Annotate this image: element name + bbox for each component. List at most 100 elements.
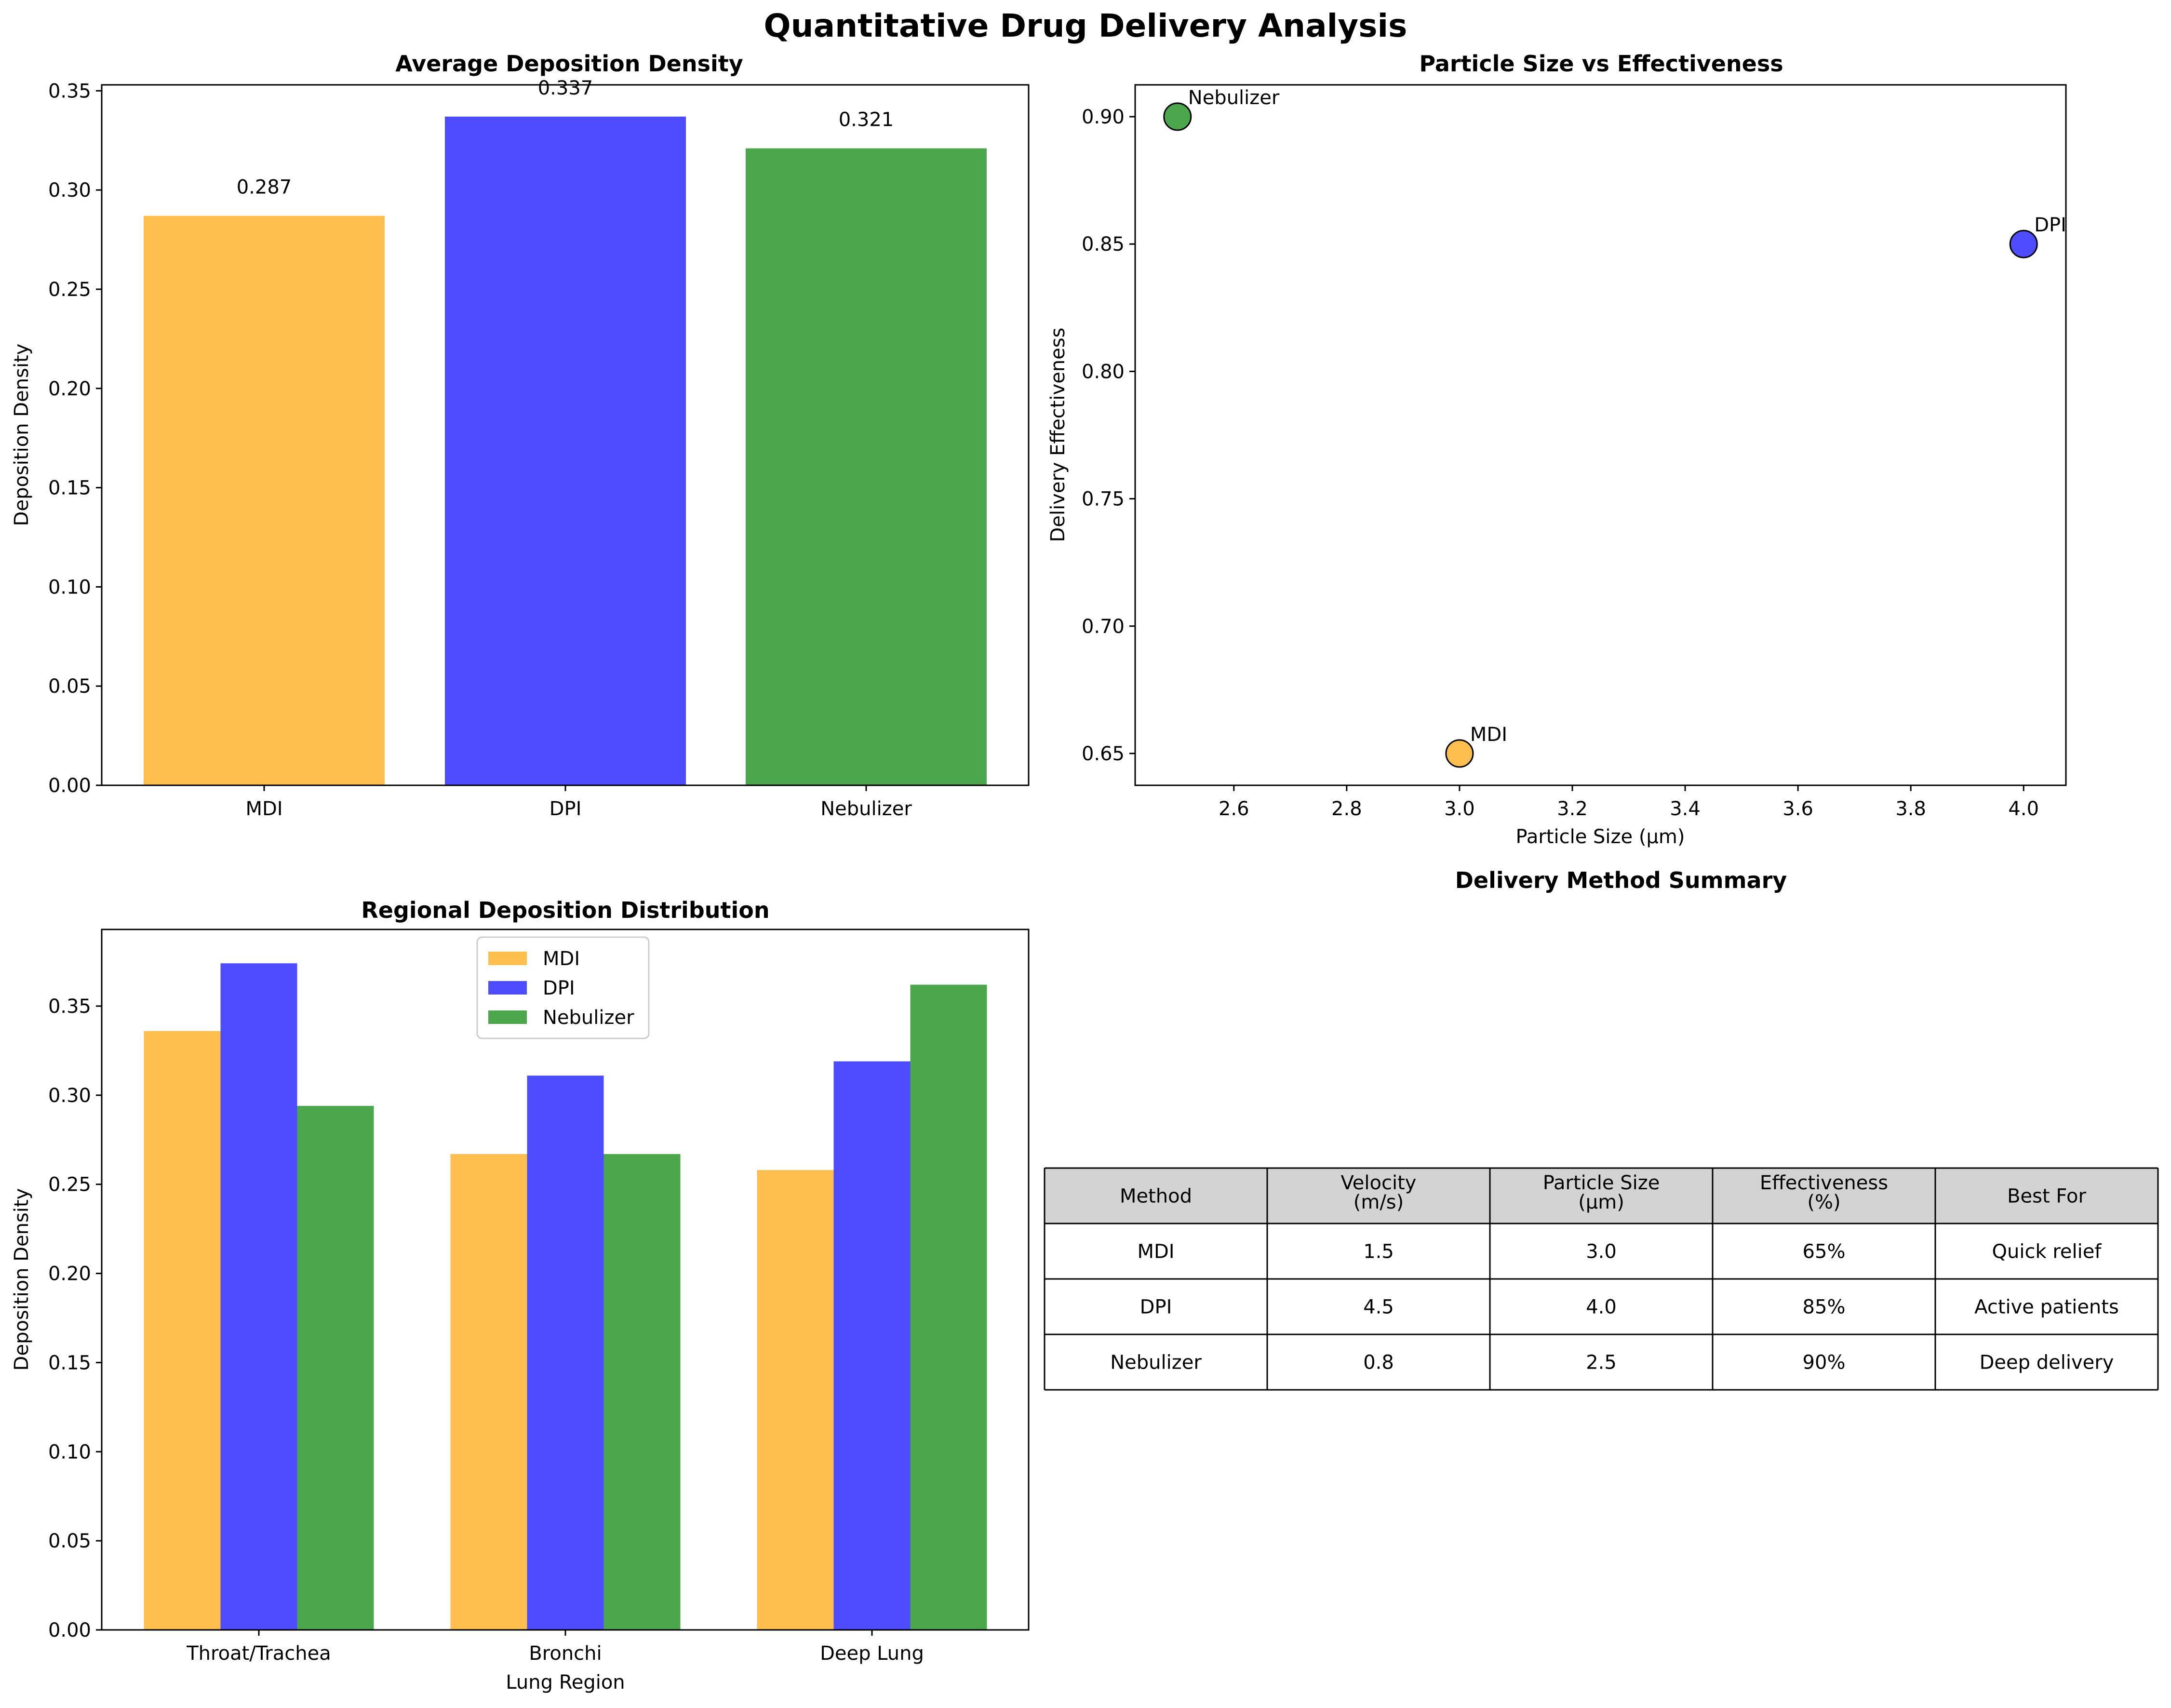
y-tick-label: 0.85 [1082, 233, 1125, 256]
legend-label-mdi: MDI [543, 948, 580, 970]
table-cell: 90% [1803, 1352, 1846, 1374]
data-label-dpi: 0.337 [538, 77, 593, 99]
table-cell: 65% [1803, 1241, 1846, 1263]
table-cell: 0.8 [1363, 1352, 1394, 1374]
table-summary: Delivery Method Summary Method Velocity(m… [1044, 867, 2159, 1391]
regional-legend: MDI DPI Nebulizer [476, 936, 650, 1039]
table-cell: Quick relief [1992, 1241, 2102, 1263]
table-cell: 4.0 [1586, 1296, 1617, 1318]
x-tick-label: 2.6 [1219, 798, 1249, 820]
column-header: (µm) [1578, 1191, 1624, 1213]
legend-swatch-dpi [488, 981, 527, 995]
y-tick-label: 0.30 [48, 179, 91, 202]
summary-table: Method Velocity(m/s) Particle Size(µm) Effe… [1044, 1167, 2159, 1391]
column-header: Best For [2007, 1185, 2086, 1208]
x-tick-label: Bronchi [529, 1642, 602, 1665]
table-cell: 85% [1803, 1296, 1846, 1318]
table-cell: 2.5 [1586, 1352, 1617, 1374]
data-label-mdi: 0.287 [237, 176, 292, 199]
chart-regional-deposition: Regional Deposition Distribution 0.00 0.0… [11, 897, 1030, 1694]
data-label-nebulizer: 0.321 [839, 109, 894, 131]
regional-x-label: Lung Region [506, 1671, 625, 1694]
column-header: (m/s) [1354, 1191, 1404, 1213]
y-tick-label: 0.80 [1082, 361, 1125, 383]
summary-title: Delivery Method Summary [1455, 867, 1787, 893]
table-cell: MDI [1137, 1241, 1174, 1263]
point-label-nebulizer: Nebulizer [1188, 87, 1280, 109]
scatter-annotations: MDI DPI Nebulizer [1188, 87, 2066, 746]
x-tick-label: 3.0 [1444, 798, 1475, 820]
y-tick-label: 0.00 [48, 1619, 91, 1641]
scatter-axes-frame [1134, 84, 2067, 786]
bar-nebulizer [297, 1106, 374, 1630]
regional-axes-frame [101, 928, 1030, 1631]
scatter-y-label: Delivery Effectiveness [1047, 328, 1069, 542]
column-header: Method [1120, 1185, 1192, 1208]
table-cell: DPI [1140, 1296, 1172, 1318]
column-header: Effectiveness [1760, 1172, 1888, 1194]
legend-swatch-nebulizer [488, 1010, 527, 1024]
regional-title: Regional Deposition Distribution [361, 897, 769, 923]
x-tick-label: 2.8 [1331, 798, 1362, 820]
bar-dpi [833, 1061, 911, 1630]
point-mdi [1445, 739, 1474, 768]
legend-label-dpi: DPI [543, 977, 575, 999]
column-header: Velocity [1341, 1172, 1417, 1194]
x-tick-label: 3.8 [1895, 798, 1926, 820]
y-tick-label: 0.20 [48, 1263, 91, 1285]
y-tick-label: 0.20 [48, 378, 91, 400]
table-cell: 4.5 [1363, 1296, 1394, 1318]
x-tick-label: Nebulizer [820, 798, 912, 820]
header-row-bg [1045, 1168, 2158, 1224]
y-tick-label: 0.35 [48, 80, 91, 102]
bar-nebulizer [746, 148, 987, 786]
x-tick-label: 3.2 [1557, 798, 1588, 820]
scatter-points [1163, 102, 2038, 768]
y-tick-label: 0.15 [48, 477, 91, 499]
regional-y-ticks: 0.00 0.05 0.10 0.15 0.20 0.25 0.30 0.35 [48, 995, 102, 1641]
legend-label-nebulizer: Nebulizer [543, 1007, 634, 1029]
scatter-x-label: Particle Size (µm) [1516, 826, 1685, 848]
x-tick-label: 4.0 [2008, 798, 2039, 820]
point-nebulizer [1163, 102, 1192, 131]
y-tick-label: 0.00 [48, 775, 91, 797]
column-header: (%) [1807, 1191, 1840, 1213]
regional-bars [144, 963, 987, 1630]
x-tick-label: 3.4 [1670, 798, 1701, 820]
table-cell: Deep delivery [1980, 1352, 2114, 1374]
avg-deposition-y-ticks: 0.00 0.05 0.10 0.15 0.20 0.25 0.30 0.35 [48, 80, 102, 797]
avg-deposition-title: Average Deposition Density [395, 51, 743, 77]
legend-swatch-mdi [488, 952, 527, 965]
regional-x-ticks: Throat/Trachea Bronchi Deep Lung [186, 1630, 924, 1665]
bar-dpi [445, 116, 686, 785]
y-tick-label: 0.05 [48, 675, 91, 698]
x-tick-label: MDI [245, 798, 282, 820]
y-tick-label: 0.10 [48, 576, 91, 598]
table-cell: 3.0 [1586, 1241, 1617, 1263]
bar-nebulizer [603, 1154, 681, 1630]
avg-deposition-y-label: Deposition Density [11, 344, 33, 526]
bar-mdi [450, 1154, 527, 1630]
y-tick-label: 0.05 [48, 1530, 91, 1552]
scatter-x-ticks: 2.6 2.8 3.0 3.2 3.4 3.6 3.8 4.0 [1219, 785, 2039, 820]
avg-deposition-x-ticks: MDI DPI Nebulizer [245, 785, 912, 820]
bar-mdi [144, 1031, 221, 1630]
y-tick-label: 0.75 [1082, 488, 1125, 511]
y-tick-label: 0.30 [48, 1085, 91, 1107]
x-tick-label: Throat/Trachea [186, 1642, 331, 1665]
x-tick-label: DPI [549, 798, 582, 820]
x-tick-label: Deep Lung [820, 1642, 924, 1665]
x-tick-label: 3.6 [1782, 798, 1813, 820]
y-tick-label: 0.65 [1082, 743, 1125, 765]
table-cell: 1.5 [1363, 1241, 1394, 1263]
y-tick-label: 0.25 [48, 1174, 91, 1196]
bar-mdi [757, 1170, 834, 1630]
chart-avg-deposition: Average Deposition Density 0.00 0.05 0.10 0… [11, 51, 1030, 820]
bar-nebulizer [910, 984, 987, 1630]
y-tick-label: 0.10 [48, 1441, 91, 1463]
y-tick-label: 0.70 [1082, 616, 1125, 638]
bar-dpi [527, 1076, 604, 1630]
table-cell: Active patients [1974, 1296, 2119, 1318]
avg-deposition-bars [144, 116, 987, 786]
